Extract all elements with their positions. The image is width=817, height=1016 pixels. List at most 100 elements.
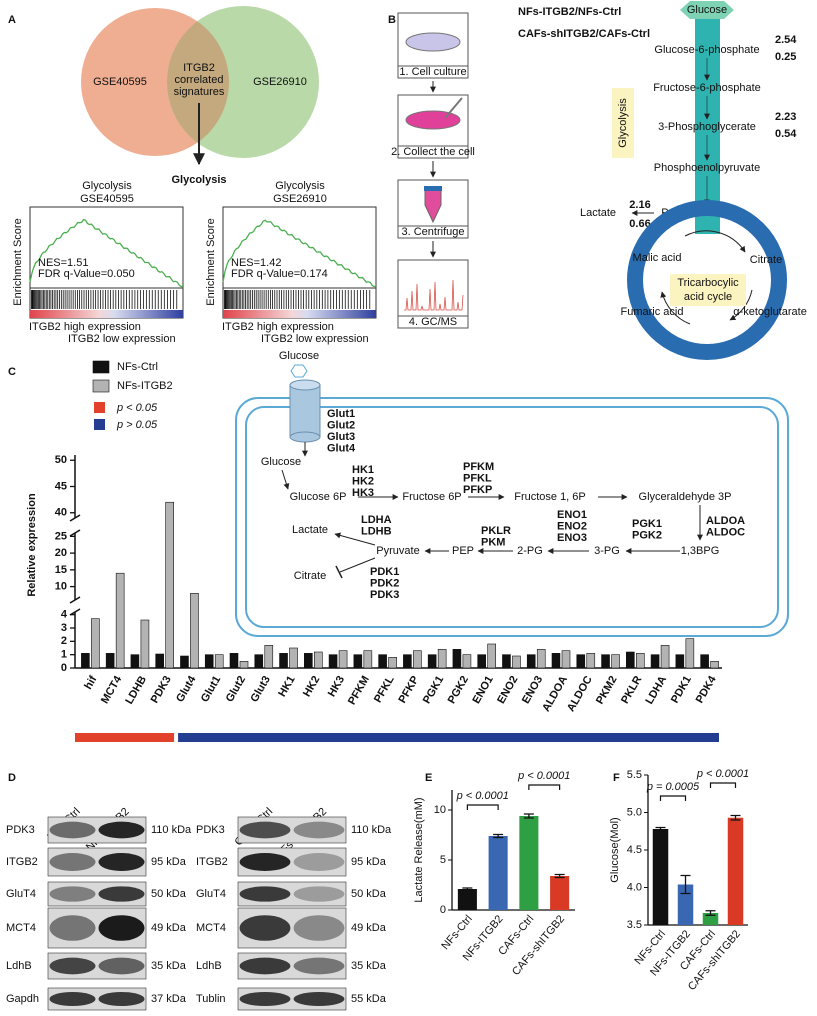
x-tick-label: Glut1: [199, 674, 223, 704]
transporter-name: Glut1: [327, 408, 355, 420]
error-bar: [705, 910, 716, 916]
bar: [519, 816, 539, 910]
transporter-name: Glut4: [327, 442, 356, 454]
bar: [115, 572, 125, 669]
metabolite-ratio: 2.16: [629, 199, 650, 211]
bar: [636, 653, 645, 669]
enzyme-name: ALDOC: [706, 526, 745, 538]
glucose-hexagon: [290, 364, 308, 378]
enzyme-name: HK3: [352, 487, 374, 499]
bar: [488, 836, 508, 910]
bar: [314, 651, 323, 669]
y-axis-label: Lactate Release(mM): [413, 797, 425, 902]
blot-band: [293, 886, 345, 902]
spectrum-icon: [404, 279, 464, 311]
y-tick-label: 3: [61, 622, 67, 634]
significance-bracket: [466, 804, 499, 810]
y-tick-label: 5.5: [627, 769, 642, 781]
blot-band: [98, 991, 145, 1007]
significance-bracket: [659, 795, 687, 801]
pathway-metabolite: 1,3BPG: [681, 545, 720, 557]
gsea-curve: [222, 219, 377, 288]
bar: [378, 654, 387, 669]
bar: [477, 654, 486, 669]
x-tick-label: HK1: [276, 674, 297, 699]
panel-letter: E: [425, 772, 432, 784]
x-tick-label: PDK3: [149, 674, 174, 705]
bar: [130, 654, 140, 669]
inhibition-bar: [335, 565, 343, 579]
x-tick-label: Glut4: [174, 673, 199, 704]
enzyme-name: HK2: [352, 475, 374, 487]
protein-label: ITGB2: [6, 856, 38, 868]
enzyme-name: PGK2: [632, 529, 662, 541]
protein-label: GluT4: [196, 888, 226, 900]
x-tick-label: HK3: [326, 674, 347, 699]
enzyme-name: PKM: [481, 536, 505, 548]
bar: [526, 654, 536, 669]
x-tick-label: Glut3: [248, 674, 272, 704]
y-tick-label: 2: [61, 635, 67, 647]
y-tick-label: 4.5: [627, 844, 642, 856]
blot-band: [49, 821, 96, 839]
pathway-metabolite: Fructose 6P: [402, 491, 461, 503]
blot-band: [49, 853, 96, 871]
venn-center-label: signatures: [174, 86, 225, 98]
cell-outer: [235, 397, 789, 637]
x-tick-label: hif: [82, 674, 99, 692]
pathway-metabolite: Glucose: [261, 456, 301, 468]
bar: [363, 650, 373, 669]
blot-band: [239, 957, 291, 975]
transporter-top: [289, 379, 321, 391]
x-tick-label: PFKP: [396, 674, 421, 705]
tca-cycle-arrow: [660, 291, 691, 325]
size-label: 50 kDa: [151, 888, 187, 900]
blot-band: [49, 886, 96, 902]
dish-icon: [405, 32, 461, 52]
blot-band: [49, 991, 96, 1007]
ratio-legend: CAFs-shITGB2/CAFs-Ctrl: [518, 28, 650, 40]
pathway-metabolite: Glucose 6P: [290, 491, 347, 503]
y-tick-label: 4.0: [627, 881, 642, 893]
blot-band: [239, 991, 291, 1007]
metabolite-ratio: 2.54: [775, 34, 797, 46]
bar: [727, 817, 744, 925]
size-label: 49 kDa: [151, 922, 187, 934]
pathway-metabolite: PEP: [452, 545, 474, 557]
venn-center-label: ITGB2: [183, 62, 215, 74]
enzyme-name: PDK1: [370, 566, 399, 578]
venn-center-label: correlated: [175, 74, 224, 86]
gsea-ylabel: Enrichment Score: [12, 218, 24, 305]
gsea-low-label: ITGB2 low expression: [261, 333, 369, 345]
enzyme-name: PFKL: [463, 472, 492, 484]
metabolite: Lactate: [580, 207, 616, 219]
bar: [353, 654, 363, 669]
enzyme-name: PFKP: [463, 484, 492, 496]
gsea-stat: FDR q-Value=0.050: [38, 268, 135, 280]
x-tick-label: HK2: [301, 674, 322, 699]
workflow-step: 2. Collect the cell: [391, 146, 475, 158]
error-bar: [493, 833, 504, 839]
bar: [413, 650, 422, 669]
scraper-icon: [444, 97, 463, 119]
bar: [165, 501, 174, 669]
size-label: 110 kDa: [151, 824, 192, 836]
x-tick-label: LDHA: [644, 674, 670, 707]
enzyme-name: LDHA: [361, 514, 392, 526]
axis-break: [69, 608, 81, 616]
tube-cap: [424, 186, 442, 191]
gsea-title: Glycolysis: [275, 180, 325, 192]
arrow: [281, 469, 290, 490]
x-tick-label: ENO3: [520, 674, 545, 706]
significance-bracket: [709, 782, 737, 788]
p-value: p < 0.0001: [517, 770, 570, 782]
arrow: [334, 532, 376, 546]
panel-letter: D: [8, 772, 16, 784]
legend-label: NFs-Ctrl: [117, 361, 158, 373]
p-value: p = 0.0005: [646, 781, 700, 793]
tca-title-box: [670, 274, 746, 306]
tca-cycle-arrow: [729, 289, 753, 321]
gsea-rank-bar: [30, 310, 183, 318]
bar: [702, 913, 719, 925]
